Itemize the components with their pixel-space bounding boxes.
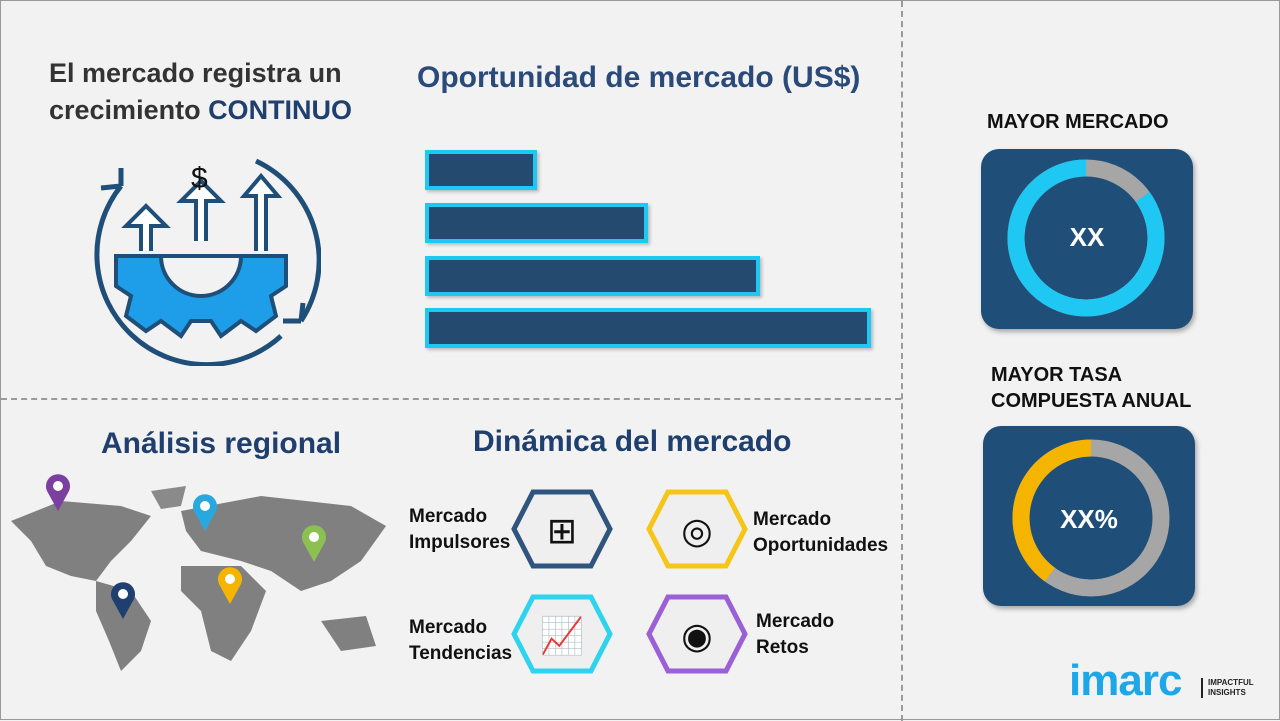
- opportunity-bar: [425, 203, 648, 243]
- cagr-title: MAYOR TASA COMPUESTA ANUAL: [991, 364, 1192, 412]
- imarc-logo: imarc: [1069, 656, 1182, 705]
- largest-market-card: XX: [981, 149, 1193, 329]
- dynamics-label: Mercado Tendencias: [409, 617, 513, 664]
- puzzle-icon: ⊞: [511, 489, 613, 569]
- opportunity-title: Oportunidad de mercado (US$): [417, 61, 861, 94]
- dynamics-label: Mercado Oportunidades: [753, 509, 889, 556]
- location-pin-icon: [218, 567, 242, 604]
- largest-market-value: XX: [1069, 222, 1105, 252]
- donut-fill: [1007, 159, 1165, 317]
- largest-market-title: MAYOR MERCADO: [987, 111, 1169, 133]
- location-pin-icon: [302, 525, 326, 562]
- magnifier-dollar-icon: ◎: [646, 489, 748, 569]
- svg-text:⊞: ⊞: [547, 510, 577, 551]
- svg-text:$: $: [191, 162, 208, 195]
- cagr-value: XX%: [1060, 504, 1118, 534]
- opportunity-bar: [425, 256, 760, 296]
- headline: El mercado registra un crecimiento CONTI…: [49, 58, 353, 125]
- opportunity-bar: [425, 308, 871, 348]
- dynamics-label: Mercado Impulsores: [409, 506, 511, 553]
- vertical-divider: [901, 1, 903, 721]
- location-pin-icon: [193, 494, 217, 531]
- donut-fill: [1012, 439, 1170, 597]
- location-pin-icon: [111, 582, 135, 619]
- opportunity-bar: [425, 150, 537, 190]
- svg-text:📈: 📈: [540, 615, 585, 656]
- svg-text:◎: ◎: [681, 510, 712, 551]
- location-pin-icon: [46, 474, 70, 511]
- svg-text:◉: ◉: [681, 615, 712, 656]
- growth-gear-icon: $: [94, 158, 321, 366]
- world-map: [11, 486, 386, 671]
- horizontal-divider: [1, 398, 901, 400]
- logo-tagline: IMPACTFUL INSIGHTS: [1201, 678, 1254, 698]
- dynamics-title: Dinámica del mercado: [473, 425, 792, 458]
- regional-title: Análisis regional: [101, 427, 342, 460]
- target-icon: ◉: [646, 594, 748, 674]
- cagr-card: XX%: [983, 426, 1195, 606]
- dynamics-label: Mercado Retos: [756, 611, 835, 658]
- growth-chart-icon: 📈: [511, 594, 613, 674]
